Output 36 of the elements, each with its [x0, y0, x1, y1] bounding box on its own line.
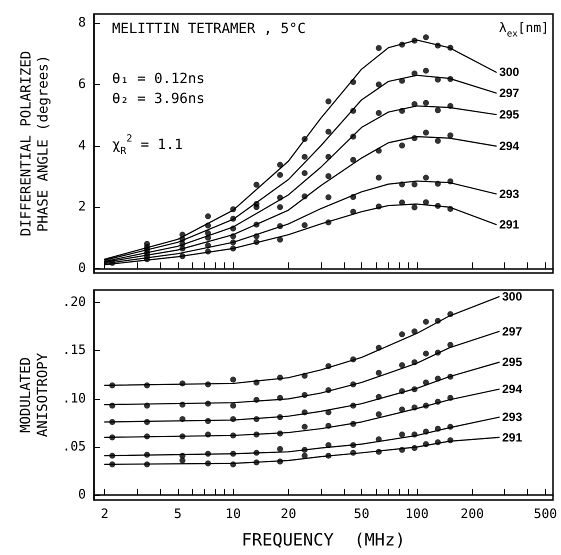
- series-label: 295: [499, 108, 520, 122]
- y-tick-label: 6: [78, 76, 86, 92]
- series-label: 297: [502, 324, 522, 338]
- series-label: 295: [502, 355, 522, 370]
- series-label: 293: [499, 186, 520, 201]
- x-tick-label: 20: [280, 507, 296, 522]
- y-tick-label: .05: [62, 440, 86, 455]
- annotation: θ₂ = 3.96ns: [112, 91, 205, 107]
- y-tick-label: 4: [78, 138, 86, 154]
- x-tick-label: 50: [354, 507, 370, 522]
- x-axis-title: FREQUENCY (MHz): [242, 530, 406, 550]
- y-axis-title: DIFFERENTIAL POLARIZED PHASE ANGLE (degrees): [18, 50, 52, 236]
- x-tick-label: 500: [534, 507, 558, 522]
- x-tick-label: 2: [100, 507, 109, 522]
- series-label: 297: [499, 86, 520, 100]
- y-axis-title: MODULATED ANISOTROPY: [18, 352, 52, 438]
- x-tick-label: 5: [174, 507, 182, 522]
- series-label: 300: [502, 290, 522, 304]
- y-tick-label: 0: [78, 488, 86, 503]
- series-label: 293: [502, 410, 522, 424]
- series-label: 291: [499, 218, 520, 232]
- series-label: 294: [502, 382, 522, 396]
- y-tick-label: 8: [78, 16, 86, 31]
- x-tick-label: 100: [405, 507, 429, 522]
- series-label: 294: [499, 139, 520, 154]
- series-label: 300: [499, 65, 520, 80]
- y-tick-label: .20: [62, 295, 86, 310]
- annotation: θ₁ = 0.12ns: [112, 71, 205, 87]
- series-label: 291: [502, 430, 522, 444]
- annotation: MELITTIN TETRAMER , 5°C: [112, 21, 306, 37]
- y-tick-label: 0: [78, 260, 86, 276]
- y-tick-label: .10: [62, 391, 86, 406]
- x-tick-label: 10: [225, 507, 241, 522]
- y-tick-label: .15: [62, 343, 86, 358]
- x-tick-label: 200: [460, 507, 484, 522]
- y-tick-label: 2: [78, 200, 86, 215]
